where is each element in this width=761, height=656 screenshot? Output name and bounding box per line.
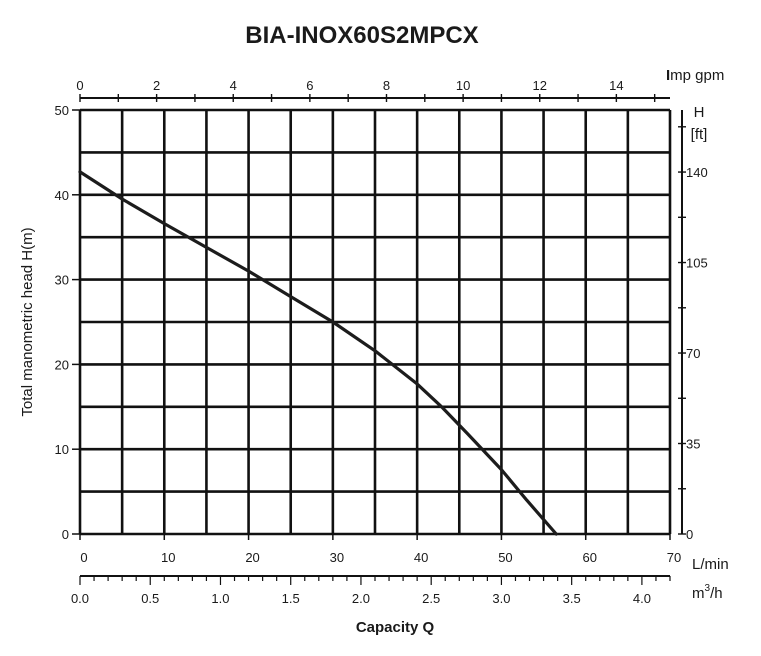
y-tick-label: 30 [55, 273, 69, 288]
x-tick-label: 70 [667, 550, 681, 565]
bottom2-tick-label: 4.0 [633, 591, 651, 606]
bottom2-tick-label: 1.5 [282, 591, 300, 606]
top-tick-label: 10 [456, 78, 470, 93]
axes [72, 94, 686, 585]
bottom2-tick-label: 0.0 [71, 591, 89, 606]
bottom2-tick-label: 3.5 [563, 591, 581, 606]
top-tick-label: 4 [230, 78, 237, 93]
top-tick-label: 2 [153, 78, 160, 93]
top-unit-label: Imp gpm [666, 67, 724, 84]
x-tick-label: 60 [582, 550, 596, 565]
series-line [78, 170, 558, 536]
y-tick-label: 10 [55, 442, 69, 457]
top-tick-label: 12 [533, 78, 547, 93]
grid [78, 108, 672, 536]
right-tick-label: 105 [686, 256, 708, 271]
chart-title: BIA-INOX60S2MPCX [245, 22, 478, 49]
top-tick-label: 8 [383, 78, 390, 93]
y-tick-label: 50 [55, 103, 69, 118]
x-axis-label: Capacity Q [356, 619, 435, 636]
series-layer [78, 170, 558, 536]
bottom2-tick-label: 3.0 [492, 591, 510, 606]
x-unit-label: L/min [692, 556, 729, 573]
right-tick-label: 140 [686, 165, 708, 180]
x-tick-label: 50 [498, 550, 512, 565]
bottom2-tick-label: 0.5 [141, 591, 159, 606]
right-unit-label: [ft] [691, 126, 708, 143]
x-tick-label: 30 [330, 550, 344, 565]
y-tick-label: 0 [62, 527, 69, 542]
right-unit-label: H [694, 104, 705, 121]
x-tick-label: 20 [245, 550, 259, 565]
bottom2-tick-label: 2.0 [352, 591, 370, 606]
right-tick-label: 70 [686, 346, 700, 361]
bottom2-unit-label: m3/h [692, 583, 723, 602]
x-tick-label: 40 [414, 550, 428, 565]
top-tick-label: 14 [609, 78, 623, 93]
x-tick-label: 0 [80, 550, 87, 565]
top-tick-label: 0 [76, 78, 83, 93]
right-tick-label: 35 [686, 437, 700, 452]
labels: 0 10 20 30 40 50 0 10 20 30 40 50 60 70 L/min 0 2 4 6 8 10 12… [19, 67, 729, 636]
y-tick-label: 40 [55, 188, 69, 203]
x-tick-label: 10 [161, 550, 175, 565]
bottom2-tick-label: 2.5 [422, 591, 440, 606]
bottom2-tick-label: 1.0 [211, 591, 229, 606]
y-axis-label: Total manometric head H(m) [19, 227, 36, 416]
right-tick-label: 0 [686, 527, 693, 542]
y-tick-label: 20 [55, 357, 69, 372]
top-tick-label: 6 [306, 78, 313, 93]
